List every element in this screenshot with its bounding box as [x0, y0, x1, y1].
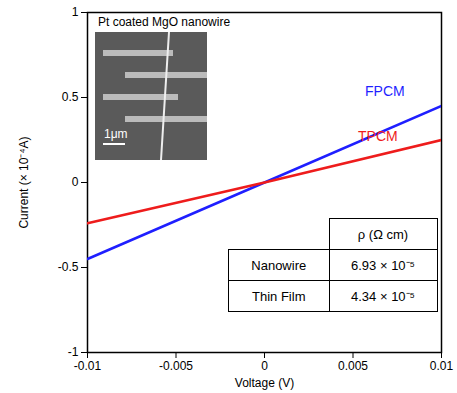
svg-text:Current (× 10⁻⁴A): Current (× 10⁻⁴A)	[17, 136, 31, 228]
html-text:4.34 × 10⁻⁵: 4.34 × 10⁻⁵	[351, 289, 415, 304]
html-text:6.93 × 10⁻⁵: 6.93 × 10⁻⁵	[351, 258, 415, 273]
html-text:Pt coated MgO nanowire: Pt coated MgO nanowire	[98, 15, 231, 29]
svg-text:0.005: 0.005	[338, 359, 368, 373]
svg-text:0.01: 0.01	[430, 359, 454, 373]
svg-text:0: 0	[72, 175, 79, 189]
html-text:FPCM: FPCM	[365, 83, 405, 99]
svg-text:-0.01: -0.01	[74, 359, 102, 373]
svg-text:1: 1	[72, 5, 79, 19]
html-text:TPCM: TPCM	[358, 128, 398, 144]
html-text:Thin Film: Thin Film	[252, 288, 306, 304]
svg-text:-0.005: -0.005	[159, 359, 193, 373]
svg-text:0.5: 0.5	[62, 90, 79, 104]
svg-text:0: 0	[261, 359, 268, 373]
html-text:1μm: 1μm	[104, 127, 128, 141]
svg-text:Voltage (V): Voltage (V)	[235, 376, 294, 390]
html-text:ρ (Ω cm): ρ (Ω cm)	[357, 226, 409, 242]
html-text:Nanowire: Nanowire	[251, 257, 307, 273]
svg-text:-0.5: -0.5	[58, 260, 79, 274]
svg-text:-1: -1	[68, 345, 79, 359]
